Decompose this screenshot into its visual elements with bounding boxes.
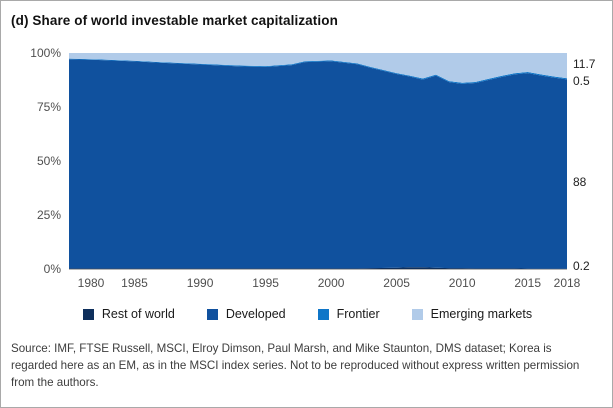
y-tick-label: 100% <box>30 46 61 60</box>
y-tick-label: 50% <box>36 154 61 168</box>
legend-swatch-icon <box>82 308 94 320</box>
x-tick-label: 2018 <box>553 276 581 290</box>
end-value-label: 11.7 <box>573 57 596 71</box>
y-tick-label: 25% <box>36 208 61 222</box>
x-tick-label: 1990 <box>186 276 214 290</box>
area-series-developed <box>69 59 567 269</box>
end-value-label: 88 <box>573 175 587 189</box>
legend-swatch-icon <box>317 308 329 320</box>
x-tick-label: 1985 <box>121 276 148 290</box>
y-tick-label: 75% <box>36 100 61 114</box>
y-tick-label: 0% <box>43 262 61 276</box>
x-tick-label: 2015 <box>514 276 542 290</box>
plot-area <box>69 53 567 270</box>
x-tick-label: 1995 <box>252 276 279 290</box>
x-tick-label: 2000 <box>317 276 345 290</box>
source-note: Source: IMF, FTSE Russell, MSCI, Elroy D… <box>11 342 580 389</box>
legend-item: Rest of world <box>82 307 175 321</box>
area-series-rest-of-world <box>69 267 567 269</box>
legend-item: Frontier <box>317 307 380 321</box>
stacked-area-chart <box>69 53 567 269</box>
legend-label: Developed <box>225 307 286 321</box>
legend-swatch-icon <box>411 308 423 320</box>
end-value-label: 0.5 <box>573 74 590 88</box>
end-value-label: 0.2 <box>573 259 590 273</box>
legend-label: Emerging markets <box>430 307 533 321</box>
x-tick-label: 2005 <box>383 276 410 290</box>
x-tick-label: 1980 <box>77 276 105 290</box>
legend-label: Rest of world <box>101 307 175 321</box>
x-tick-label: 2010 <box>448 276 476 290</box>
area-series-emerging-markets <box>69 53 567 83</box>
legend-item: Emerging markets <box>411 307 533 321</box>
legend-label: Frontier <box>336 307 380 321</box>
legend-item: Developed <box>206 307 286 321</box>
chart-legend: Rest of world Developed Frontier Emerging m… <box>1 307 612 321</box>
chart-title: (d) Share of world investable market cap… <box>11 13 338 28</box>
legend-swatch-icon <box>206 308 218 320</box>
